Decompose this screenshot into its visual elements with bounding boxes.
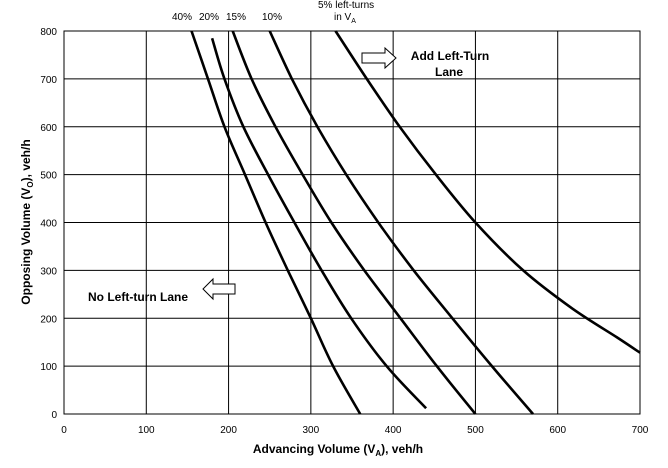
series-line-10-pct — [268, 30, 534, 415]
no-lane-label: No Left-turn Lane — [88, 290, 188, 304]
x-tick-label: 500 — [467, 425, 484, 436]
curve-label-20: 20% — [199, 12, 219, 23]
add-lane-label-1: Add Left-Turn — [411, 49, 489, 63]
y-tick-label: 600 — [40, 123, 57, 134]
series-line-15-pct — [231, 30, 477, 415]
x-tick-label: 600 — [549, 425, 566, 436]
y-tick-label: 500 — [40, 171, 57, 182]
y-tick-labels: 0 100 200 300 400 500 600 700 800 — [40, 27, 57, 421]
curve-labels: 40% 20% 15% 10% 5% left-turns in VA — [172, 0, 374, 25]
x-axis-title: Advancing Volume (VA), veh/h — [253, 442, 423, 458]
series-line-5-pct — [334, 30, 641, 354]
gridlines — [63, 30, 641, 415]
curve-label-5-line1: 5% left-turns — [318, 0, 374, 11]
x-tick-label: 700 — [632, 425, 649, 436]
x-tick-label: 400 — [385, 425, 402, 436]
add-lane-region: Add Left-Turn Lane — [361, 46, 489, 79]
curve-label-5-line2: in VA — [334, 12, 356, 25]
series-line-20-pct — [210, 37, 428, 410]
y-tick-label: 200 — [40, 314, 57, 325]
y-tick-label: 700 — [40, 75, 57, 86]
y-axis-title: Opposing Volume (VO), veh/h — [19, 139, 35, 304]
add-lane-label-2: Lane — [435, 65, 463, 79]
right-arrow-icon — [361, 46, 397, 70]
plot-frame — [63, 30, 641, 415]
y-tick-label: 0 — [51, 410, 57, 421]
curve-label-15: 15% — [226, 12, 246, 23]
x-tick-label: 200 — [220, 425, 237, 436]
y-tick-label: 100 — [40, 362, 57, 373]
no-lane-region: No Left-turn Lane — [88, 277, 236, 304]
x-tick-label: 100 — [138, 425, 155, 436]
y-tick-label: 800 — [40, 27, 57, 38]
x-tick-label: 300 — [303, 425, 320, 436]
series-line-40-pct — [190, 30, 362, 415]
curve-label-40: 40% — [172, 12, 192, 23]
y-tick-label: 300 — [40, 266, 57, 277]
left-arrow-icon — [202, 277, 236, 301]
x-tick-labels: 0 100 200 300 400 500 600 700 — [61, 425, 649, 436]
curve-label-10: 10% — [262, 12, 282, 23]
y-tick-label: 400 — [40, 219, 57, 230]
series-lines — [190, 30, 641, 415]
x-tick-label: 0 — [61, 425, 67, 436]
